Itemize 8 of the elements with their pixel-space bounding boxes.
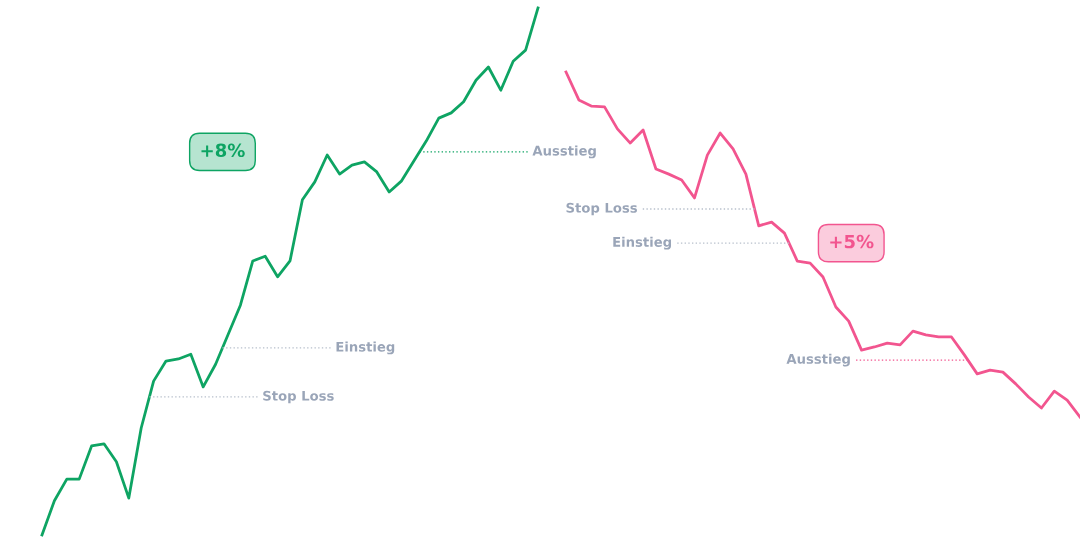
ref-line-label: Stop Loss (566, 202, 637, 216)
annotation: +5% (830, 234, 874, 249)
ref-line-label: Ausstieg (532, 145, 596, 159)
ref-line-label: Ausstieg (786, 353, 850, 367)
ref-line-label: Einstieg (336, 341, 395, 355)
ref-line-label: Einstieg (613, 236, 672, 250)
annotation: +8% (201, 143, 245, 158)
ref-line-label: Stop Loss (263, 390, 334, 404)
